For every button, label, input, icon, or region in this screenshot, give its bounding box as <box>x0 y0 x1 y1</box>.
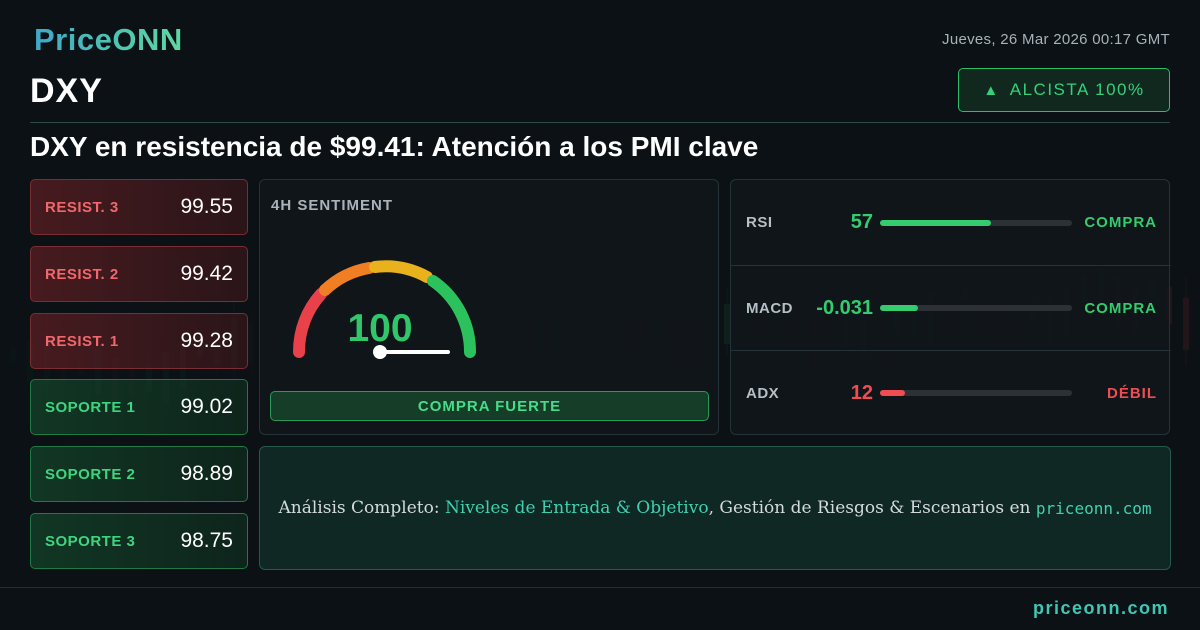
level-value: 98.89 <box>180 462 233 485</box>
indicator-bar-track <box>880 390 1072 396</box>
indicator-name: MACD <box>746 299 793 317</box>
indicator-name: ADX <box>746 384 780 402</box>
indicator-row-adx: ADX 12 DÉBIL <box>731 350 1171 435</box>
level-label: SOPORTE 1 <box>45 398 136 416</box>
gauge-arc-red <box>292 288 327 358</box>
indicator-row-rsi: RSI 57 COMPRA <box>731 180 1171 265</box>
gauge-arc-yellow <box>369 260 433 283</box>
sentiment-title: 4H SENTIMENT <box>271 197 394 214</box>
indicator-value: 57 <box>850 211 873 233</box>
support-level-3: SOPORTE 3 98.75 <box>30 513 248 569</box>
symbol-title: DXY <box>30 72 103 110</box>
header-divider <box>30 122 1170 123</box>
footer-divider <box>0 587 1200 588</box>
sentiment-value: 100 <box>347 307 413 350</box>
sentiment-gauge <box>292 260 477 359</box>
indicator-bar-track <box>880 305 1072 311</box>
gauge-needle-hub <box>373 345 387 359</box>
support-level-2: SOPORTE 2 98.89 <box>30 446 248 502</box>
sentiment-panel: 4H SENTIMENT 100 COMPRA FUERTE <box>259 179 719 435</box>
cta-prefix: Análisis Completo: <box>278 498 445 518</box>
level-label: RESIST. 3 <box>45 198 119 216</box>
indicator-bar-track <box>880 219 1072 226</box>
indicator-value: -0.031 <box>816 296 873 319</box>
level-label: SOPORTE 3 <box>45 532 136 550</box>
cta-site-link[interactable]: priceonn.com <box>1035 498 1152 518</box>
gauge-arc-orange <box>319 262 375 296</box>
triangle-up-icon: ▲ <box>983 81 1000 99</box>
headline: DXY en resistencia de $99.41: Atención a… <box>30 131 759 162</box>
sentiment-label: COMPRA FUERTE <box>270 391 709 421</box>
support-level-1: SOPORTE 1 99.02 <box>30 379 248 435</box>
indicator-name: RSI <box>746 214 773 231</box>
indicator-signal: DÉBIL <box>1107 384 1157 402</box>
indicator-value: 12 <box>850 381 873 404</box>
trend-badge: ▲ ALCISTA 100% <box>958 68 1170 112</box>
trend-label: ALCISTA 100% <box>1009 80 1145 99</box>
cta-middle: , Gestión de Riesgos & Escenarios en <box>708 498 1036 518</box>
resistance-level-2: RESIST. 2 99.42 <box>30 246 248 302</box>
cta-highlight: Niveles de Entrada & Objetivo <box>444 498 709 518</box>
level-value: 99.28 <box>180 329 233 352</box>
indicator-bar-fill <box>880 219 992 226</box>
level-label: SOPORTE 2 <box>45 465 136 483</box>
level-value: 99.42 <box>180 262 233 285</box>
timestamp: Jueves, 26 Mar 2026 00:17 GMT <box>942 31 1170 48</box>
full-analysis-callout[interactable]: Análisis Completo: Niveles de Entrada & … <box>259 446 1171 570</box>
resistance-level-3: RESIST. 3 99.55 <box>30 179 248 235</box>
level-value: 99.55 <box>180 195 233 218</box>
indicator-row-macd: MACD -0.031 COMPRA <box>731 265 1171 350</box>
level-label: RESIST. 1 <box>45 332 119 350</box>
gauge-arc-green <box>427 275 477 358</box>
footer-url[interactable]: priceonn.com <box>1032 598 1169 618</box>
brand-logo: PriceONN <box>34 22 183 57</box>
level-label: RESIST. 2 <box>45 265 119 283</box>
indicator-bar-fill <box>880 305 919 311</box>
indicator-signal: COMPRA <box>1084 299 1157 317</box>
level-value: 98.75 <box>180 529 233 552</box>
level-value: 99.02 <box>180 395 233 418</box>
indicators-panel: RSI 57 COMPRA MACD -0.031 COMPRA ADX 12 … <box>730 179 1171 435</box>
indicator-bar-fill <box>880 390 905 396</box>
indicator-signal: COMPRA <box>1084 214 1157 231</box>
resistance-level-1: RESIST. 1 99.28 <box>30 313 248 369</box>
